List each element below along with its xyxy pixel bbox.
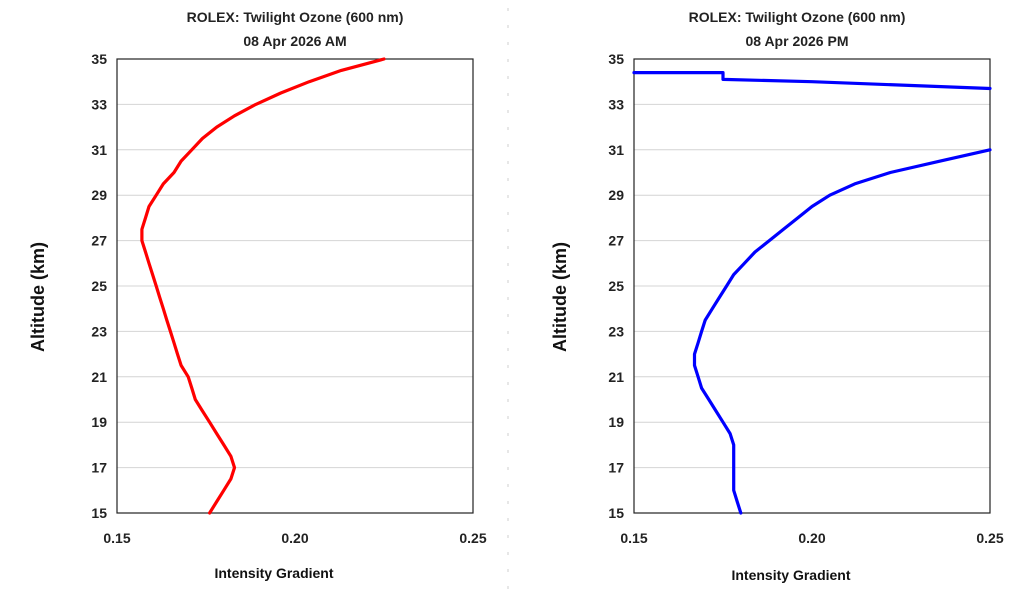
y-tick-label: 27 xyxy=(91,233,107,249)
y-tick-label: 31 xyxy=(608,142,624,158)
y-tick-labels: 15 17 19 21 23 25 27 29 31 33 35 xyxy=(91,51,107,521)
x-tick-labels: 0.15 0.20 0.25 xyxy=(103,530,486,546)
y-tick-label: 21 xyxy=(608,369,624,385)
y-tick-label: 35 xyxy=(91,51,107,67)
y-tick-label: 29 xyxy=(608,187,624,203)
y-tick-label: 33 xyxy=(91,96,107,112)
y-tick-label: 17 xyxy=(608,460,624,476)
y-tick-label: 33 xyxy=(608,96,624,112)
y-tick-label: 27 xyxy=(608,233,624,249)
x-axis-label: Intensity Gradient xyxy=(731,567,850,583)
y-axis-label: Altitude (km) xyxy=(550,242,570,352)
y-tick-labels: 15 17 19 21 23 25 27 29 31 33 35 xyxy=(608,51,624,521)
y-tick-label: 35 xyxy=(608,51,624,67)
plot-area xyxy=(633,58,991,514)
x-axis-label: Intensity Gradient xyxy=(214,565,333,581)
series-line xyxy=(692,148,992,515)
x-tick-label: 0.20 xyxy=(798,530,825,546)
y-tick-label: 23 xyxy=(608,323,624,339)
y-tick-label: 25 xyxy=(608,278,624,294)
plot-area xyxy=(116,58,474,514)
series-line xyxy=(140,57,386,515)
data-lines xyxy=(632,70,992,515)
chart-panel-pm: ROLEX: Twilight Ozone (600 nm) 08 Apr 20… xyxy=(550,9,1004,583)
y-tick-label: 15 xyxy=(608,505,624,521)
y-tick-label: 21 xyxy=(91,369,107,385)
chart-title: ROLEX: Twilight Ozone (600 nm) xyxy=(187,9,404,25)
y-tick-label: 25 xyxy=(91,278,107,294)
x-tick-label: 0.15 xyxy=(103,530,130,546)
x-tick-labels: 0.15 0.20 0.25 xyxy=(620,530,1003,546)
x-tick-label: 0.25 xyxy=(976,530,1003,546)
y-axis-label: Altitude (km) xyxy=(28,242,48,352)
grid xyxy=(117,103,473,469)
x-tick-label: 0.25 xyxy=(459,530,486,546)
y-tick-label: 19 xyxy=(91,414,107,430)
chart-title: ROLEX: Twilight Ozone (600 nm) xyxy=(689,9,906,25)
y-tick-label: 17 xyxy=(91,460,107,476)
y-tick-label: 15 xyxy=(91,505,107,521)
y-tick-label: 31 xyxy=(91,142,107,158)
chart-subtitle: 08 Apr 2026 PM xyxy=(746,33,849,49)
data-lines xyxy=(140,57,386,515)
y-tick-label: 19 xyxy=(608,414,624,430)
series-line xyxy=(632,70,992,91)
y-tick-label: 29 xyxy=(91,187,107,203)
x-tick-label: 0.15 xyxy=(620,530,647,546)
chart-panel-am: ROLEX: Twilight Ozone (600 nm) 08 Apr 20… xyxy=(28,9,487,581)
chart-subtitle: 08 Apr 2026 AM xyxy=(243,33,346,49)
x-tick-label: 0.20 xyxy=(281,530,308,546)
grid xyxy=(634,103,990,469)
y-tick-label: 23 xyxy=(91,323,107,339)
